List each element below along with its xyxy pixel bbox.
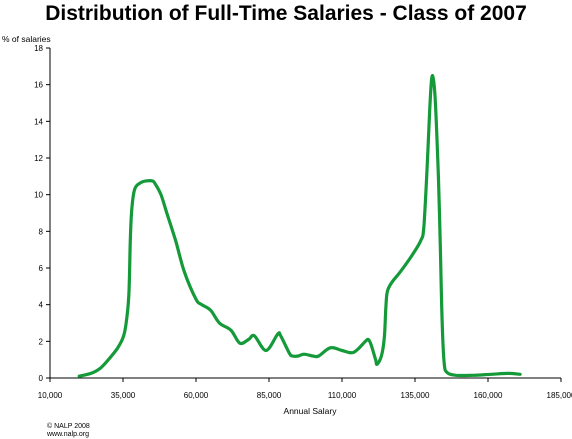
x-tick-label: 160,000 bbox=[474, 391, 503, 400]
y-tick-label: 4 bbox=[39, 301, 44, 310]
y-tick-label: 10 bbox=[34, 191, 43, 200]
x-tick-label: 185,000 bbox=[547, 391, 572, 400]
x-tick-label: 35,000 bbox=[111, 391, 136, 400]
y-tick-label: 2 bbox=[39, 337, 44, 346]
x-tick-label: 10,000 bbox=[38, 391, 63, 400]
y-tick-label: 0 bbox=[39, 374, 44, 383]
x-tick-label: 60,000 bbox=[184, 391, 209, 400]
x-tick-label: 110,000 bbox=[328, 391, 357, 400]
footer-website: www.nalp.org bbox=[46, 431, 89, 438]
x-tick-label: 135,000 bbox=[401, 391, 430, 400]
y-tick-label: 18 bbox=[34, 44, 43, 53]
y-tick-label: 16 bbox=[34, 81, 43, 90]
y-axis-ticks: 0 2 4 6 8 10 12 14 16 18 bbox=[34, 44, 50, 383]
salary-distribution-line bbox=[77, 74, 522, 378]
y-axis-label: % of salaries bbox=[2, 34, 51, 44]
x-axis-ticks: 10,000 35,000 60,000 85,000 110,000 135,000 16… bbox=[38, 378, 572, 400]
y-tick-label: 8 bbox=[39, 227, 44, 236]
y-tick-label: 14 bbox=[34, 117, 43, 126]
chart-title: Distribution of Full-Time Salaries - Cla… bbox=[45, 2, 527, 25]
y-tick-label: 6 bbox=[39, 264, 44, 273]
y-tick-label: 12 bbox=[34, 154, 43, 163]
footer-copyright: © NALP 2008 bbox=[47, 422, 90, 430]
x-axis-label: Annual Salary bbox=[284, 406, 338, 416]
x-tick-label: 85,000 bbox=[257, 391, 282, 400]
